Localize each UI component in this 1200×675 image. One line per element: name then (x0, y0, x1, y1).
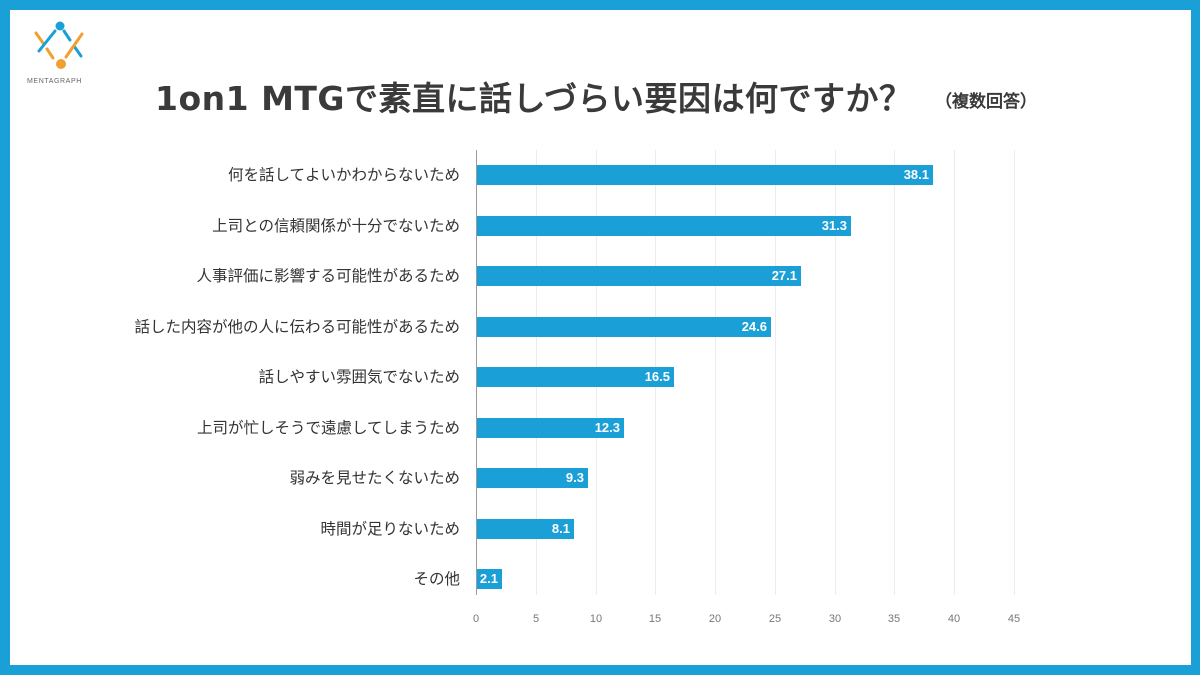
bar-value-label: 38.1 (903, 167, 929, 182)
bar: 9.3 (477, 468, 588, 488)
y-axis-line (476, 150, 477, 595)
bar: 38.1 (477, 165, 933, 185)
category-label: 話した内容が他の人に伝わる可能性があるため (134, 318, 460, 336)
bar-row: 人事評価に影響する可能性があるため 27.1 (0, 266, 1200, 286)
bar-value-label: 24.6 (741, 319, 767, 334)
x-tick-label: 40 (947, 613, 961, 625)
bar: 24.6 (477, 317, 771, 337)
x-tick-label: 35 (887, 613, 901, 625)
logo-wordmark: MENTAGRAPH (27, 78, 82, 85)
category-label: 話しやすい雰囲気でないため (258, 368, 460, 386)
x-tick-label: 0 (472, 613, 480, 625)
category-label: 上司との信頼関係が十分でないため (212, 217, 460, 235)
bar-value-label: 31.3 (821, 218, 847, 233)
x-tick-label: 30 (828, 613, 842, 625)
gridline (1014, 150, 1015, 595)
bar: 16.5 (477, 367, 674, 387)
x-tick-label: 20 (708, 613, 722, 625)
bar-value-label: 8.1 (551, 521, 570, 536)
bar-value-label: 9.3 (565, 470, 584, 485)
category-label: その他 (413, 570, 460, 588)
bar-value-label: 12.3 (594, 420, 620, 435)
x-tick-label: 15 (648, 613, 662, 625)
bar-row: 上司との信頼関係が十分でないため 31.3 (0, 216, 1200, 236)
category-label: 上司が忙しそうで遠慮してしまうため (196, 419, 460, 437)
chart-title-note: （複数回答） (935, 92, 1037, 112)
bar-row: 上司が忙しそうで遠慮してしまうため 12.3 (0, 418, 1200, 438)
bar-row: 時間が足りないため 8.1 (0, 519, 1200, 539)
bar-row: 弱みを見せたくないため 9.3 (0, 468, 1200, 488)
bar: 27.1 (477, 266, 801, 286)
bar-row: その他 2.1 (0, 569, 1200, 589)
gridline (715, 150, 716, 595)
category-label: 何を話してよいかわからないため (227, 166, 460, 184)
slide-frame (10, 10, 1191, 665)
x-tick-label: 5 (532, 613, 540, 625)
mentagraph-logo-icon (34, 21, 84, 69)
x-tick-label: 10 (589, 613, 603, 625)
chart-title: 1on1 MTGで素直に話しづらい要因は何ですか？ (155, 79, 913, 118)
category-label: 時間が足りないため (320, 520, 460, 538)
gridline (835, 150, 836, 595)
category-label: 人事評価に影響する可能性があるため (196, 267, 460, 285)
bar: 8.1 (477, 519, 574, 539)
gridline (775, 150, 776, 595)
bar-row: 話した内容が他の人に伝わる可能性があるため 24.6 (0, 317, 1200, 337)
bar: 2.1 (477, 569, 502, 589)
bar: 12.3 (477, 418, 624, 438)
bar-value-label: 16.5 (644, 369, 670, 384)
bar-row: 何を話してよいかわからないため 38.1 (0, 165, 1200, 185)
bar-value-label: 2.1 (479, 571, 498, 586)
gridline (894, 150, 895, 595)
bar: 31.3 (477, 216, 851, 236)
x-tick-label: 25 (768, 613, 782, 625)
gridline (954, 150, 955, 595)
bar-row: 話しやすい雰囲気でないため 16.5 (0, 367, 1200, 387)
x-tick-label: 45 (1007, 613, 1021, 625)
bar-value-label: 27.1 (771, 268, 797, 283)
category-label: 弱みを見せたくないため (289, 469, 460, 487)
